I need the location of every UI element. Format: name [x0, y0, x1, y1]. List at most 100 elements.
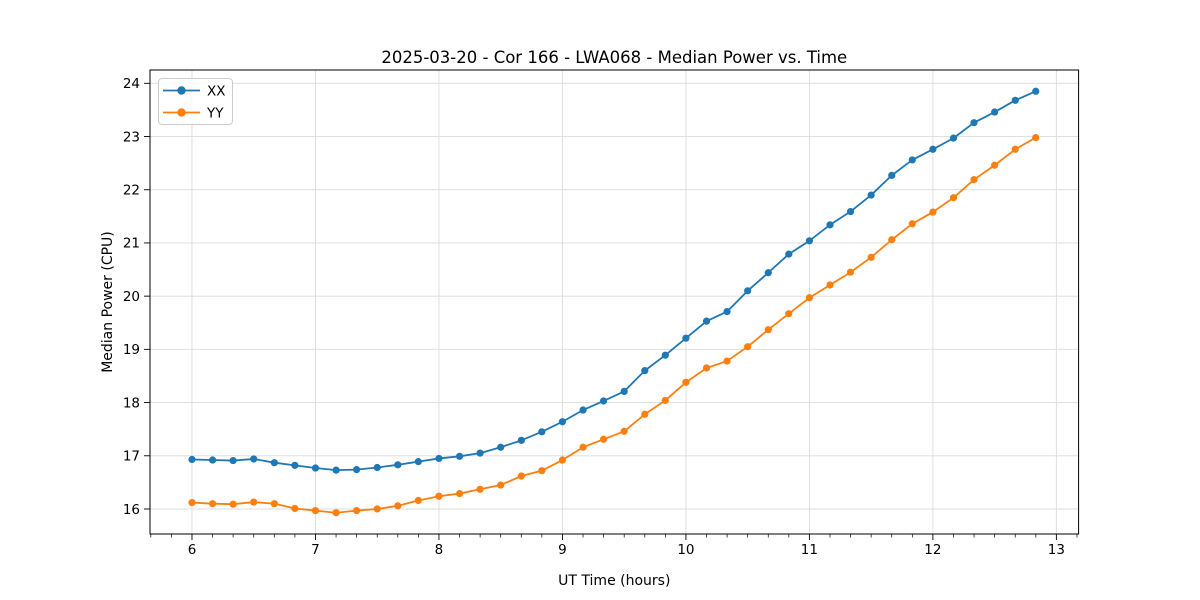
series-xx-point [497, 443, 505, 451]
series-yy-point [332, 509, 340, 517]
y-tick-label: 22 [123, 183, 140, 199]
series-xx-point [764, 269, 772, 277]
y-tick-label: 24 [123, 76, 140, 92]
y-tick-label: 19 [123, 342, 140, 358]
series-xx-point [949, 134, 958, 142]
series-yy-point [517, 472, 525, 480]
series-xx-point [702, 317, 711, 325]
series-yy-point [661, 396, 669, 405]
series-xx-point [373, 463, 381, 472]
series-yy-point [744, 343, 752, 351]
series-xx [188, 87, 1040, 474]
y-tick-label: 20 [123, 289, 140, 305]
series-xx-point [291, 461, 299, 469]
series-yy-point [538, 467, 546, 475]
series-xx-point [867, 191, 875, 199]
series-yy-point [1011, 145, 1019, 153]
series-yy-point [620, 427, 628, 435]
series-xx-point [970, 119, 978, 127]
series-yy-point [373, 505, 381, 513]
series-xx-point [929, 145, 937, 153]
series-xx-point [517, 436, 525, 444]
x-tick-label: 11 [801, 542, 818, 558]
series-yy-point [352, 506, 361, 515]
x-tick-label: 9 [558, 542, 567, 558]
series-yy-point [209, 500, 217, 508]
series-layer [188, 87, 1040, 517]
series-yy-point [455, 489, 464, 498]
y-tick-label: 17 [123, 449, 140, 465]
series-yy-point [702, 364, 711, 372]
series-yy-point [991, 161, 999, 169]
series-yy-point [785, 310, 793, 318]
series-yy-point [579, 443, 587, 451]
series-yy-point [414, 496, 422, 505]
grid-layer [150, 70, 1079, 534]
series-xx-point [270, 459, 278, 467]
series-yy-point [1032, 133, 1040, 142]
y-tick-label: 16 [123, 502, 140, 518]
series-yy-point [641, 410, 649, 418]
series-yy-point [497, 481, 505, 489]
series-yy [188, 133, 1040, 517]
series-yy-point [764, 326, 772, 334]
series-yy-point [394, 502, 402, 510]
series-xx-point [641, 367, 649, 375]
y-axis-label: Median Power (CPU) [100, 231, 116, 373]
series-xx-point [723, 307, 731, 316]
legend-sample-marker [177, 86, 186, 95]
chart-title: 2025-03-20 - Cor 166 - LWA068 - Median P… [381, 48, 847, 67]
series-xx-point [805, 237, 814, 245]
series-yy-point [929, 208, 937, 216]
series-yy-point [970, 176, 978, 184]
legend: XX YY [158, 78, 233, 125]
series-xx-point [435, 454, 443, 463]
y-tick-label: 23 [123, 129, 140, 145]
x-tick-label: 10 [677, 542, 694, 558]
series-xx-point [908, 156, 916, 164]
series-xx-point [1032, 87, 1040, 95]
series-yy-point [682, 378, 690, 386]
series-yy-point [250, 498, 258, 506]
series-xx-point [1011, 96, 1019, 104]
tick-layer: 6 7 8 9 10 11 12 13 16 17 18 19 20 21 22 23 24 [123, 76, 1078, 558]
y-tick-label: 18 [123, 395, 140, 411]
series-xx-point [538, 428, 546, 436]
series-yy-point [908, 220, 916, 228]
series-xx-point [785, 250, 793, 258]
series-yy-point [558, 456, 567, 464]
x-tick-label: 8 [435, 542, 444, 558]
series-xx-point [620, 387, 628, 395]
series-xx-line [191, 90, 1037, 472]
series-yy-line [191, 136, 1037, 514]
series-xx-point [579, 406, 587, 414]
series-yy-point [846, 268, 855, 276]
plot-border [149, 69, 1080, 535]
legend-sample-marker [177, 108, 186, 117]
series-xx-point [209, 456, 217, 464]
series-xx-point [414, 458, 422, 466]
x-axis-label: UT Time (hours) [558, 573, 670, 589]
series-xx-point [352, 466, 361, 474]
series-xx-point [332, 466, 340, 474]
series-xx-point [311, 464, 320, 472]
series-yy-point [599, 435, 608, 443]
x-tick-label: 12 [924, 542, 941, 558]
series-yy-point [888, 236, 896, 244]
x-tick-label: 6 [188, 542, 197, 558]
series-xx-point [455, 452, 464, 460]
series-yy-point [229, 500, 237, 508]
series-xx-point [888, 171, 896, 179]
series-xx-point [682, 334, 690, 342]
legend-item-label: XX [207, 83, 226, 99]
legend-item-label: YY [206, 105, 224, 121]
series-xx-point [826, 221, 834, 229]
series-xx-point [991, 108, 999, 116]
series-yy-point [270, 500, 278, 508]
series-xx-point [394, 461, 402, 469]
series-yy-point [826, 281, 834, 289]
series-xx-point [661, 351, 669, 359]
series-xx-point [846, 207, 855, 216]
